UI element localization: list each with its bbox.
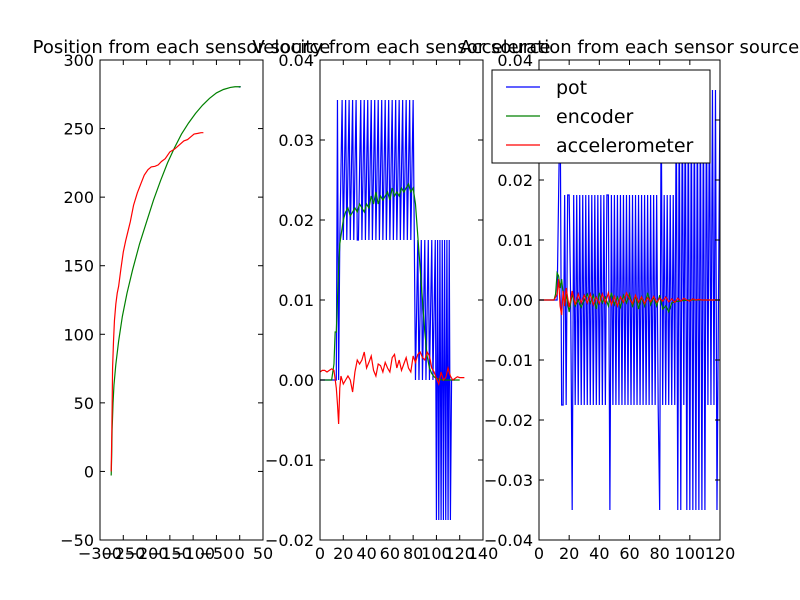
y-tick-label: 0.00: [497, 291, 533, 310]
y-tick-label: 0.02: [497, 171, 533, 190]
axes-frame: [319, 59, 484, 541]
x-tick-label: 20: [559, 544, 579, 563]
series-line-2: [320, 182, 460, 381]
x-tick-label: −200: [125, 544, 169, 563]
x-tick-label: 20: [333, 544, 353, 563]
legend-label: pot: [556, 77, 587, 99]
x-tick-label: −250: [101, 544, 145, 563]
y-tick-label: 100: [63, 325, 94, 344]
x-tick-label: 80: [649, 544, 669, 563]
y-tick-label: 250: [63, 120, 94, 139]
y-tick-label: −0.02: [265, 531, 314, 550]
y-tick-label: 0: [84, 462, 94, 481]
x-tick-label: 100: [675, 544, 706, 563]
series-line-3: [539, 278, 720, 316]
y-tick-label: −0.01: [265, 451, 314, 470]
x-tick-label: 50: [253, 544, 273, 563]
x-tick-label: −100: [171, 544, 215, 563]
y-tick-label: 0.03: [278, 131, 314, 150]
y-tick-label: 0.02: [278, 211, 314, 230]
x-tick-label: 0: [315, 544, 325, 563]
axes-frame: [99, 59, 264, 541]
y-tick-label: 0.00: [278, 371, 314, 390]
chart-title: Acceleration from each sensor source: [460, 37, 799, 58]
y-tick-label: 0.01: [497, 231, 533, 250]
y-tick-label: 300: [63, 51, 94, 70]
y-tick-label: −0.04: [484, 531, 533, 550]
x-tick-label: 60: [619, 544, 639, 563]
x-tick-label: 0: [534, 544, 544, 563]
series-line-1: [320, 99, 456, 521]
x-tick-label: −150: [148, 544, 192, 563]
y-tick-label: −0.01: [484, 351, 533, 370]
x-tick-label: −300: [78, 544, 122, 563]
x-tick-label: 100: [421, 544, 452, 563]
y-tick-label: −50: [60, 531, 94, 550]
y-tick-label: 200: [63, 188, 94, 207]
series-line-3: [320, 350, 465, 425]
y-tick-label: 50: [74, 394, 94, 413]
x-tick-label: 140: [468, 544, 499, 563]
y-tick-label: −0.02: [484, 411, 533, 430]
x-tick-label: 40: [589, 544, 609, 563]
x-tick-label: 60: [380, 544, 400, 563]
legend: pot encoder accelerometer: [491, 69, 711, 164]
chart-title: Position from each sensor source: [33, 37, 331, 58]
chart-title: Velocity from each sensor source: [252, 37, 550, 58]
legend-label: accelerometer: [556, 135, 694, 157]
legend-label: encoder: [556, 106, 634, 128]
y-tick-label: 0.04: [497, 51, 533, 70]
x-tick-label: 120: [444, 544, 475, 563]
x-tick-label: 80: [403, 544, 423, 563]
y-tick-label: −0.03: [484, 471, 533, 490]
x-tick-label: 0: [235, 544, 245, 563]
series-line-3: [110, 132, 204, 472]
subplot-1: −300−250−200−150−100−50 0 50−5005010015020…: [33, 37, 331, 563]
x-tick-label: 40: [356, 544, 376, 563]
subplot-3: 0 20 40 60 80 100 120 −0.04 −0.03 −0.02 −0.01 0.00 0…: [460, 37, 799, 563]
series-line-2: [110, 86, 241, 476]
x-tick-label: −50: [200, 544, 234, 563]
y-tick-label: 150: [63, 257, 94, 276]
y-tick-label: 0.04: [278, 51, 314, 70]
y-tick-label: 0.01: [278, 291, 314, 310]
x-tick-label: 120: [705, 544, 736, 563]
